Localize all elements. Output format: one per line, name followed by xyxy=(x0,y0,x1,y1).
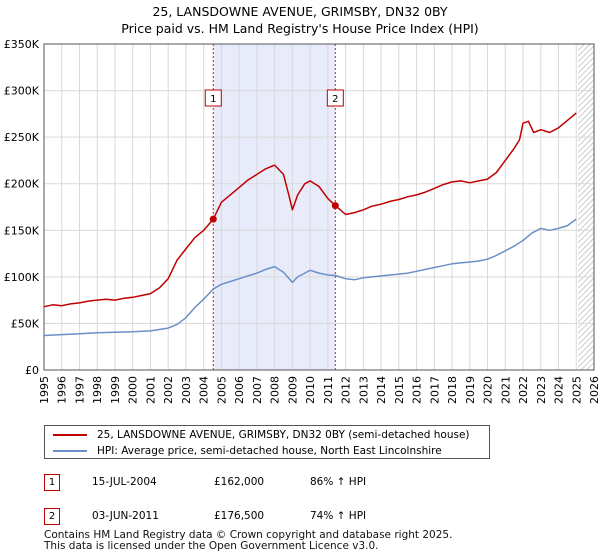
footer-copyright: Contains HM Land Registry data © Crown c… xyxy=(44,529,453,541)
y-tick-label: £100K xyxy=(4,271,40,284)
series-line-hpi xyxy=(43,218,577,337)
legend-label-property: 25, LANSDOWNE AVENUE, GRIMSBY, DN32 0BY … xyxy=(97,429,470,441)
x-tick-label: 2025 xyxy=(570,376,583,404)
footer-licence: This data is licensed under the Open Gov… xyxy=(44,540,379,552)
x-tick-label: 2015 xyxy=(393,376,406,404)
sale-marker-label: 2 xyxy=(332,94,338,105)
x-tick-label: 2008 xyxy=(269,376,282,404)
transaction-badge: 2 xyxy=(44,508,60,525)
y-tick-label: £350K xyxy=(4,38,40,51)
x-tick-label: 2005 xyxy=(215,376,228,404)
x-tick-label: 2016 xyxy=(411,376,424,404)
x-tick-label: 2010 xyxy=(304,376,317,404)
x-tick-label: 2000 xyxy=(127,376,140,404)
x-tick-label: 1996 xyxy=(56,376,69,404)
transaction-hpi-delta: 86% ↑ HPI xyxy=(310,476,367,488)
transaction-date: 15-JUL-2004 xyxy=(92,476,157,488)
x-tick-label: 2007 xyxy=(251,376,264,404)
x-tick-label: 2017 xyxy=(428,376,441,404)
x-tick-label: 2021 xyxy=(499,376,512,404)
x-tick-label: 2019 xyxy=(464,376,477,404)
x-tick-label: 1998 xyxy=(91,376,104,404)
x-tick-label: 1999 xyxy=(109,376,122,404)
legend-swatch-property xyxy=(53,434,87,436)
x-tick-label: 2024 xyxy=(553,376,566,404)
transaction-hpi-delta: 74% ↑ HPI xyxy=(310,510,367,522)
transaction-price: £176,500 xyxy=(214,510,265,522)
sale-point xyxy=(209,215,217,223)
x-tick-label: 2018 xyxy=(446,376,459,404)
transaction-date: 03-JUN-2011 xyxy=(92,510,159,522)
chart-subtitle: Price paid vs. HM Land Registry's House … xyxy=(121,21,479,36)
legend-item-hpi: HPI: Average price, semi-detached house,… xyxy=(53,443,442,459)
sale-marker-box xyxy=(204,89,222,107)
y-tick-label: £250K xyxy=(4,131,40,144)
x-tick-label: 2006 xyxy=(233,376,246,404)
x-tick-label: 2011 xyxy=(322,376,335,404)
forecast-hatch xyxy=(578,44,594,370)
legend-label-hpi: HPI: Average price, semi-detached house,… xyxy=(97,445,442,457)
y-tick-label: £300K xyxy=(4,85,40,98)
legend-swatch-hpi xyxy=(53,450,87,452)
sale-point xyxy=(331,202,339,210)
y-tick-label: £150K xyxy=(4,224,40,237)
x-tick-label: 2014 xyxy=(375,376,388,404)
x-tick-label: 2002 xyxy=(162,376,175,404)
sale-marker-label: 1 xyxy=(210,94,216,105)
transaction-price: £162,000 xyxy=(214,476,265,488)
y-tick-label: £50K xyxy=(11,317,40,330)
x-tick-label: 2020 xyxy=(482,376,495,404)
series-line-property xyxy=(43,112,577,308)
x-tick-label: 2003 xyxy=(180,376,193,404)
x-tick-label: 1995 xyxy=(38,376,51,404)
x-tick-label: 2026 xyxy=(588,376,600,404)
x-tick-label: 2001 xyxy=(144,376,157,404)
x-tick-label: 2009 xyxy=(286,376,299,404)
x-tick-label: 2023 xyxy=(535,376,548,404)
x-tick-label: 2013 xyxy=(357,376,370,404)
plot-frame xyxy=(43,43,595,371)
y-tick-label: £0 xyxy=(25,364,39,377)
legend-item-property: 25, LANSDOWNE AVENUE, GRIMSBY, DN32 0BY … xyxy=(53,427,470,443)
sale-marker-box xyxy=(326,89,344,107)
x-tick-label: 2012 xyxy=(340,376,353,404)
x-tick-label: 2004 xyxy=(198,376,211,404)
footer: Contains HM Land Registry data © Crown c… xyxy=(44,530,452,552)
x-tick-label: 1997 xyxy=(73,376,86,404)
y-tick-label: £200K xyxy=(4,178,40,191)
transaction-row: 1 15-JUL-2004 £162,000 86% ↑ HPI xyxy=(44,474,444,492)
chart-title: 25, LANSDOWNE AVENUE, GRIMSBY, DN32 0BY xyxy=(152,4,448,19)
legend: 25, LANSDOWNE AVENUE, GRIMSBY, DN32 0BY … xyxy=(44,425,490,459)
x-tick-label: 2022 xyxy=(517,376,530,404)
price-chart: £0 £50K £100K £150K £200K £250K £300K £350K 1995… xyxy=(4,38,600,404)
transaction-badge: 1 xyxy=(44,474,60,491)
transaction-row: 2 03-JUN-2011 £176,500 74% ↑ HPI xyxy=(44,508,444,526)
